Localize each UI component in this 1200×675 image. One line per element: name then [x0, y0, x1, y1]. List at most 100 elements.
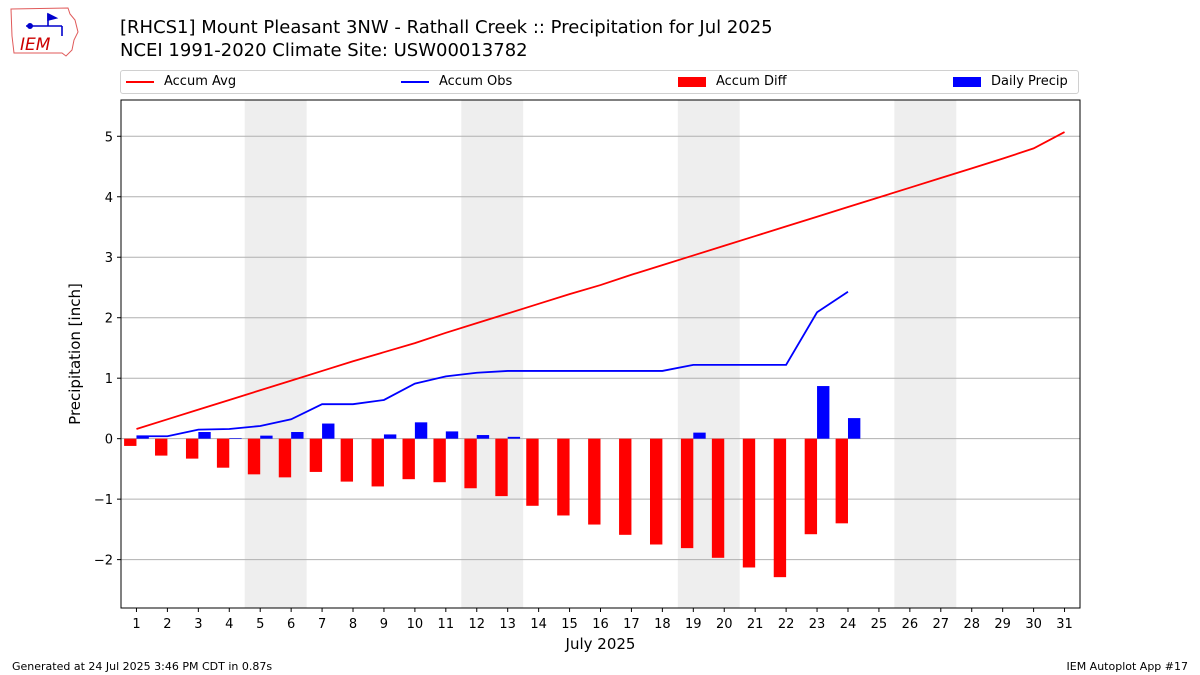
iem-logo: IEM — [10, 7, 79, 57]
legend-accum-diff-label: Accum Diff — [716, 74, 787, 89]
accum-diff-bar-20 — [711, 438, 725, 558]
weekend-shade-2 — [461, 100, 524, 608]
accum-diff-bar-14 — [526, 438, 539, 506]
daily-precip-bar-10 — [414, 422, 428, 439]
x-tick-label-13: 13 — [499, 617, 516, 632]
x-tick-label-30: 30 — [1025, 617, 1042, 632]
x-tick-label-1: 1 — [132, 617, 140, 632]
accum-diff-bar-15 — [557, 438, 570, 516]
chart-legend: Accum Avg Accum Obs Accum Diff Daily Pre… — [120, 70, 1079, 94]
y-tick-label-4: 4 — [105, 191, 113, 206]
x-tick-label-17: 17 — [623, 617, 640, 632]
y-tick-label--1: −1 — [94, 493, 113, 508]
x-tick-label-24: 24 — [840, 617, 857, 632]
x-tick-label-15: 15 — [561, 617, 578, 632]
y-tick-label-1: 1 — [105, 372, 113, 387]
legend-daily-precip-label: Daily Precip — [991, 74, 1068, 89]
x-tick-label-18: 18 — [654, 617, 671, 632]
accum-diff-bar-7 — [309, 438, 323, 472]
x-tick-label-12: 12 — [468, 617, 485, 632]
daily-precip-bar-9 — [383, 434, 397, 439]
legend-daily-precip-swatch — [953, 76, 981, 87]
accum-diff-bar-8 — [340, 438, 354, 482]
legend-accum-obs: Accum Obs — [401, 74, 512, 89]
chart-title: [RHCS1] Mount Pleasant 3NW - Rathall Cre… — [120, 17, 773, 38]
iowa-outline-icon — [10, 7, 79, 57]
x-axis-label: July 2025 — [565, 635, 636, 653]
x-tick-label-10: 10 — [407, 617, 424, 632]
weekend-shade-4 — [894, 100, 957, 608]
legend-accum-obs-swatch — [401, 80, 429, 83]
iem-logo-text: IEM — [20, 35, 51, 55]
daily-precip-bar-12 — [476, 435, 490, 439]
y-tick-label-3: 3 — [105, 251, 113, 266]
x-tick-label-26: 26 — [902, 617, 919, 632]
x-tick-label-4: 4 — [225, 617, 233, 632]
x-tick-label-25: 25 — [871, 617, 888, 632]
weather-station-icon — [26, 12, 63, 36]
x-tick-label-31: 31 — [1056, 617, 1073, 632]
x-tick-label-29: 29 — [994, 617, 1011, 632]
accum-avg-line — [136, 131, 1065, 430]
weekend-shade-1 — [244, 100, 307, 608]
y-tick-label-2: 2 — [105, 312, 113, 327]
x-tick-label-21: 21 — [747, 617, 764, 632]
x-tick-label-28: 28 — [963, 617, 980, 632]
accum-diff-bar-10 — [402, 438, 415, 480]
accum-diff-bar-22 — [773, 438, 787, 578]
daily-precip-bar-3 — [198, 432, 211, 439]
x-tick-label-14: 14 — [530, 617, 547, 632]
y-tick-label-0: 0 — [105, 433, 113, 448]
app-credit: IEM Autoplot App #17 — [1066, 660, 1189, 673]
x-tick-label-2: 2 — [163, 617, 171, 632]
accum-obs-line — [136, 290, 849, 438]
accum-diff-bar-16 — [588, 438, 601, 525]
accum-diff-bar-12 — [464, 438, 477, 489]
accum-diff-bar-11 — [433, 438, 446, 483]
x-tick-label-6: 6 — [287, 617, 295, 632]
legend-accum-obs-label: Accum Obs — [439, 74, 513, 89]
accum-diff-bar-5 — [247, 438, 261, 475]
legend-daily-precip: Daily Precip — [953, 74, 1068, 89]
x-tick-label-5: 5 — [256, 617, 264, 632]
x-tick-label-8: 8 — [349, 617, 357, 632]
accum-diff-bar-6 — [278, 438, 292, 478]
accum-diff-bar-13 — [495, 438, 508, 497]
daily-precip-bar-23 — [817, 386, 830, 439]
accum-diff-bar-1 — [124, 438, 137, 446]
y-tick-label-5: 5 — [105, 130, 113, 145]
x-tick-label-23: 23 — [809, 617, 826, 632]
legend-accum-diff-swatch — [678, 76, 706, 87]
accum-diff-bar-23 — [804, 438, 818, 535]
daily-precip-bar-13 — [507, 436, 521, 439]
accum-diff-bar-18 — [649, 438, 663, 545]
accum-diff-bar-17 — [619, 438, 632, 535]
x-tick-label-19: 19 — [685, 617, 702, 632]
x-tick-label-3: 3 — [194, 617, 202, 632]
daily-precip-bar-7 — [322, 423, 335, 439]
daily-precip-bar-5 — [260, 435, 273, 439]
x-tick-label-16: 16 — [592, 617, 609, 632]
x-tick-label-11: 11 — [438, 617, 455, 632]
accum-diff-bar-19 — [680, 438, 694, 549]
accum-diff-bar-9 — [371, 438, 384, 487]
accum-diff-bar-4 — [216, 438, 230, 468]
x-tick-label-20: 20 — [716, 617, 733, 632]
generated-timestamp: Generated at 24 Jul 2025 3:46 PM CDT in … — [12, 660, 273, 673]
y-tick-label--2: −2 — [94, 554, 113, 569]
chart-subtitle: NCEI 1991-2020 Climate Site: USW00013782 — [120, 40, 528, 61]
accum-diff-bar-3 — [185, 438, 199, 459]
x-tick-label-27: 27 — [933, 617, 950, 632]
y-axis-label: Precipitation [inch] — [66, 283, 84, 425]
accum-diff-bar-21 — [742, 438, 756, 568]
legend-accum-avg-label: Accum Avg — [164, 74, 237, 89]
accum-diff-bar-24 — [835, 438, 848, 524]
daily-precip-bar-1 — [136, 436, 149, 439]
daily-precip-bar-4 — [229, 438, 242, 439]
x-tick-label-7: 7 — [318, 617, 326, 632]
legend-accum-diff: Accum Diff — [678, 74, 787, 89]
daily-precip-bar-24 — [847, 418, 861, 439]
x-tick-label-9: 9 — [380, 617, 388, 632]
legend-accum-avg-swatch — [126, 80, 154, 83]
